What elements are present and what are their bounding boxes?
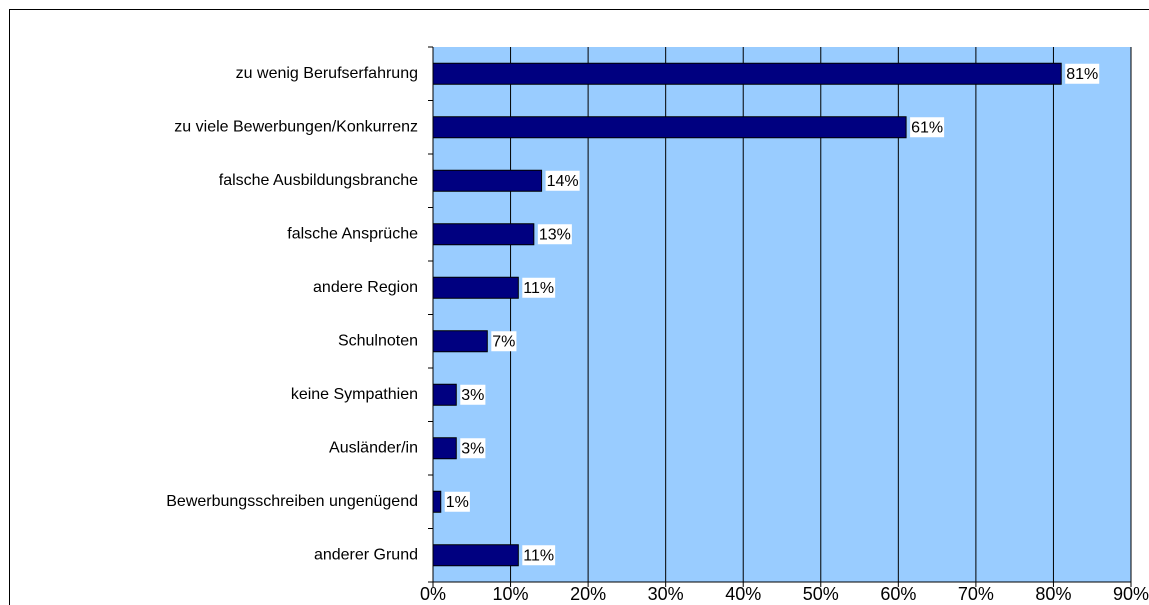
x-tick-label: 40%	[725, 584, 761, 604]
x-tick-label: 0%	[420, 584, 446, 604]
x-tick-label: 60%	[880, 584, 916, 604]
value-label: 81%	[1066, 66, 1098, 83]
bar	[432, 169, 543, 192]
category-label: zu wenig Berufserfahrung	[236, 65, 418, 82]
category-label: zu viele Bewerbungen/Konkurrenz	[174, 118, 418, 135]
bar	[432, 276, 519, 299]
x-tick-label: 10%	[493, 584, 529, 604]
value-label-bg	[910, 117, 945, 138]
category-label: Ausländer/in	[329, 439, 418, 456]
bar	[432, 383, 457, 406]
value-label: 7%	[492, 333, 515, 350]
category-label: falsche Ansprüche	[287, 225, 418, 242]
value-label: 61%	[911, 119, 943, 136]
x-tick-label: 90%	[1113, 584, 1149, 604]
value-label-bg	[522, 545, 556, 566]
category-label: andere Region	[313, 279, 418, 296]
value-label: 1%	[446, 494, 469, 511]
value-label: 11%	[523, 280, 554, 297]
category-label: Bewerbungsschreiben ungenügend	[166, 493, 418, 510]
value-label-bg	[491, 331, 517, 352]
bar	[432, 544, 519, 567]
x-tick-label: 70%	[958, 584, 994, 604]
category-label: anderer Grund	[314, 546, 418, 563]
value-label-bg	[460, 384, 486, 405]
value-label: 13%	[539, 226, 571, 243]
value-label: 3%	[461, 440, 484, 457]
value-label-bg	[444, 491, 470, 512]
bar	[432, 490, 442, 513]
value-label-bg	[545, 170, 580, 191]
value-label-bg	[1065, 63, 1100, 84]
x-tick-label: 50%	[803, 584, 839, 604]
category-label: falsche Ausbildungsbranche	[219, 172, 418, 189]
value-label-bg	[522, 277, 556, 298]
category-label: Schulnoten	[338, 332, 418, 349]
value-label: 14%	[547, 173, 579, 190]
x-tick-label: 30%	[648, 584, 684, 604]
bar	[432, 223, 535, 246]
bar	[432, 116, 907, 139]
value-label: 3%	[461, 387, 484, 404]
category-label: keine Sympathien	[291, 386, 418, 403]
value-label-bg	[460, 438, 486, 459]
bar	[432, 437, 457, 460]
value-label: 11%	[523, 547, 554, 564]
x-tick-label: 80%	[1035, 584, 1071, 604]
x-tick-label: 20%	[570, 584, 606, 604]
bar	[432, 62, 1062, 85]
bar	[432, 330, 488, 353]
value-label-bg	[537, 224, 572, 245]
